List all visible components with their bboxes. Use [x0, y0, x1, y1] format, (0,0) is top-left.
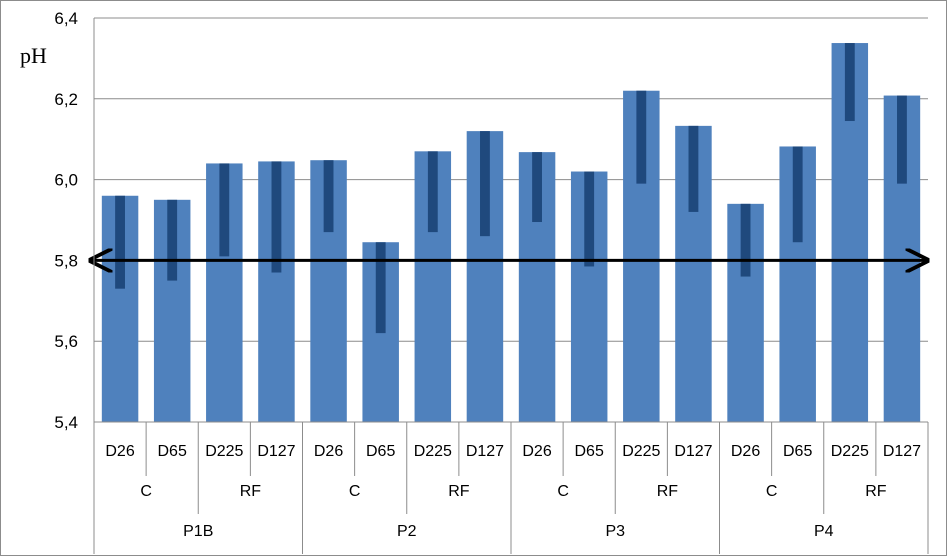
- subgroup-label: C: [557, 483, 569, 500]
- range-bar: [323, 160, 334, 233]
- y-tick-label: 6,0: [54, 171, 78, 190]
- range-bar: [792, 146, 803, 243]
- y-axis-ticks: 5,4 5,6 5,8 6,0 6,2 6,4: [54, 9, 78, 432]
- y-tick-label: 6,4: [54, 9, 78, 28]
- range-bar: [375, 242, 386, 334]
- x-tick-label: D26: [731, 443, 760, 460]
- x-tick-label: D225: [414, 443, 452, 460]
- range-bar: [427, 151, 438, 233]
- range-bar: [844, 43, 855, 122]
- x-tick-label: D26: [105, 443, 134, 460]
- subgroup-label: RF: [240, 483, 262, 500]
- subgroup-label: RF: [657, 483, 679, 500]
- y-tick-label: 6,2: [54, 90, 78, 109]
- x-tick-label: D127: [883, 443, 921, 460]
- x-tick-label: D26: [522, 443, 551, 460]
- x-tick-label: D26: [314, 443, 343, 460]
- y-tick-label: 5,4: [54, 413, 78, 432]
- subgroup-label: C: [766, 483, 778, 500]
- range-bar: [271, 161, 282, 273]
- range-bar: [480, 131, 490, 237]
- y-tick-label: 5,6: [54, 332, 78, 351]
- x-tick-label: D65: [158, 443, 187, 460]
- subgroup-label: RF: [865, 483, 887, 500]
- group-label: P3: [605, 523, 625, 540]
- range-bar: [740, 203, 751, 277]
- group-label: P4: [814, 523, 834, 540]
- x-tick-label: D127: [257, 443, 295, 460]
- bars: [101, 43, 921, 423]
- x-tick-label: D225: [205, 443, 243, 460]
- subgroup-label: RF: [448, 483, 470, 500]
- group-label: P2: [397, 523, 417, 540]
- x-tick-label: D127: [466, 443, 504, 460]
- range-bar: [219, 163, 230, 257]
- range-bar: [897, 95, 907, 184]
- x-tick-label: D65: [575, 443, 604, 460]
- subgroup-label: C: [349, 483, 361, 500]
- range-bar: [688, 125, 699, 212]
- x-tick-label: D225: [831, 443, 869, 460]
- y-tick-label: 5,8: [54, 251, 78, 270]
- x-tick-label: D127: [674, 443, 712, 460]
- x-tick-label: D65: [783, 443, 812, 460]
- y-axis-label: pH: [20, 43, 47, 68]
- range-bar: [115, 195, 125, 289]
- range-bar: [167, 199, 178, 281]
- range-bar: [532, 152, 542, 223]
- subgroup-label: C: [140, 483, 152, 500]
- range-bar: [636, 90, 647, 184]
- range-bar: [584, 171, 595, 267]
- group-label: P1B: [183, 523, 213, 540]
- x-tick-label: D225: [622, 443, 660, 460]
- x-tick-label: D65: [366, 443, 395, 460]
- x-axis: D26 D65 D225 D127 D26 D65 D225 D127 D26 D65 D225 D1…: [93, 18, 929, 554]
